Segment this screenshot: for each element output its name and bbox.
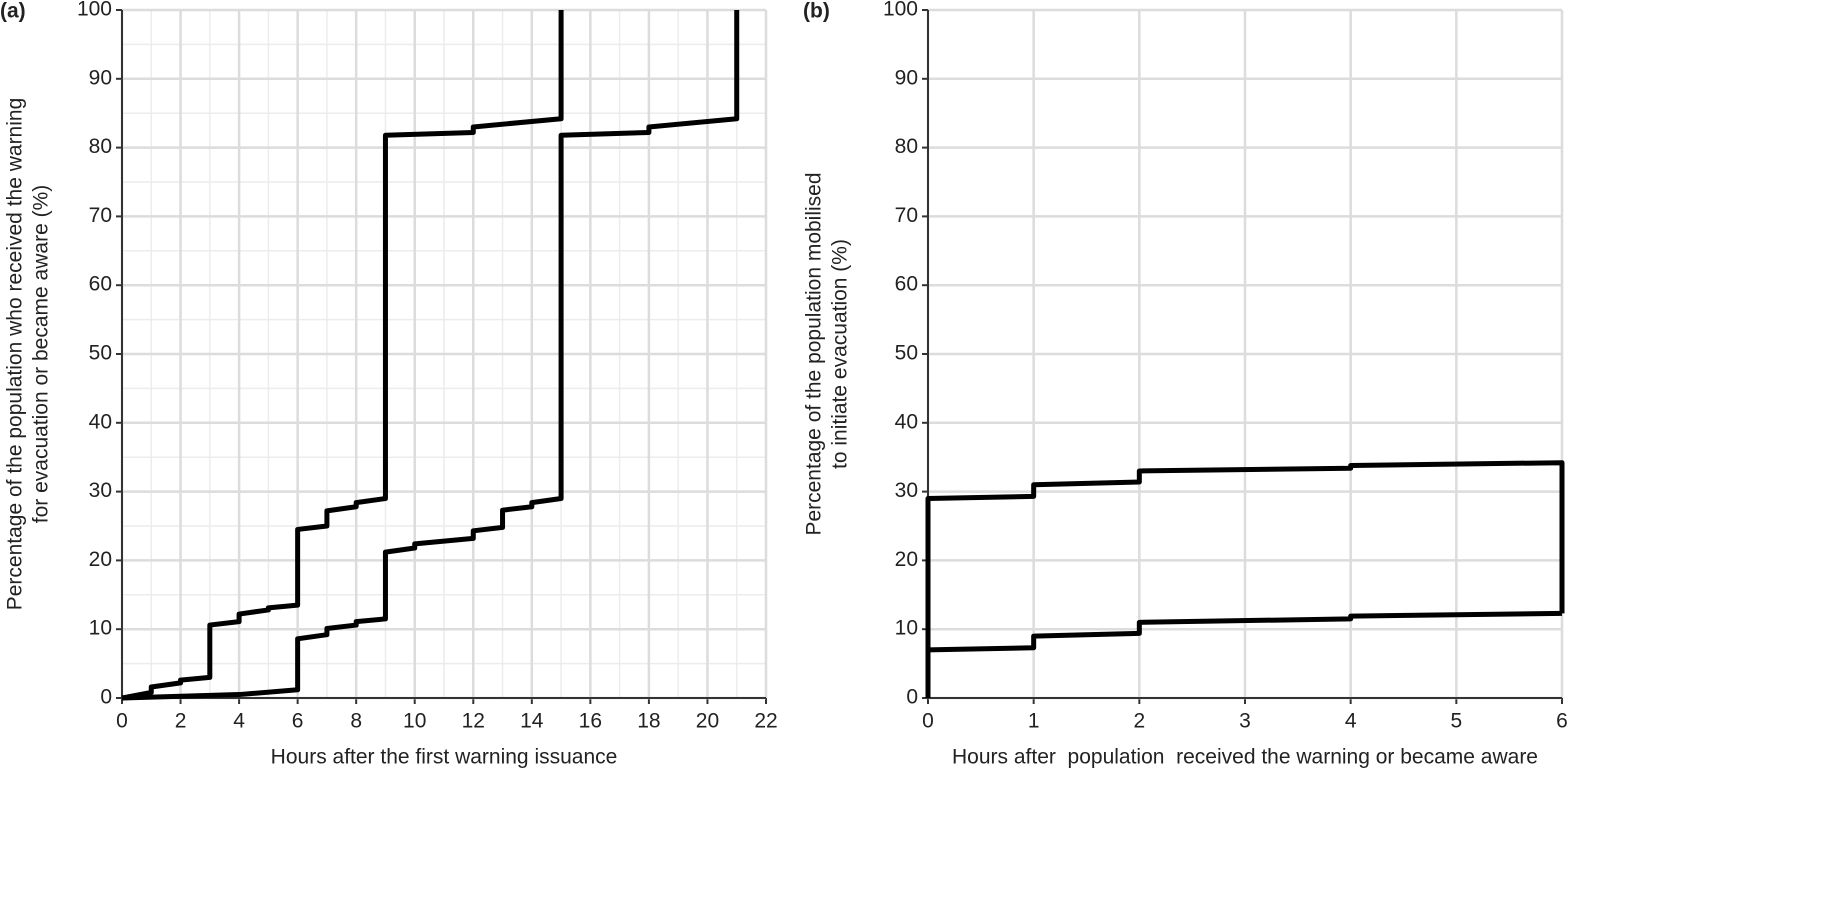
- y-tick-label: 30: [895, 479, 918, 502]
- x-tick-label: 3: [1239, 710, 1251, 733]
- y-tick-label: 60: [89, 273, 112, 296]
- x-tick-label: 10: [403, 710, 426, 733]
- x-tick-label: 14: [520, 710, 544, 733]
- x-tick-label: 6: [1556, 710, 1568, 733]
- y-axis-title: Percentage of the population mobilised: [803, 172, 826, 535]
- y-tick-label: 80: [89, 135, 112, 158]
- y-tick-label: 70: [89, 204, 112, 227]
- y-tick-label: 10: [895, 617, 918, 640]
- y-tick-label: 80: [895, 135, 918, 158]
- x-tick-label: 5: [1450, 710, 1462, 733]
- x-tick-label: 22: [754, 710, 777, 733]
- y-tick-label: 100: [77, 0, 112, 21]
- y-tick-label: 90: [89, 66, 112, 89]
- y-axis-title: Percentage of the population who receive…: [4, 98, 27, 611]
- y-tick-label: 100: [883, 0, 918, 21]
- y-axis-title: to initiate evacuation (%): [829, 239, 852, 469]
- x-axis-title: Hours after the first warning issuance: [271, 746, 618, 769]
- y-tick-label: 50: [895, 342, 918, 365]
- panel-tag: (a): [0, 0, 26, 23]
- panel: 0 2 4 6 8 10 12 14 16 18 20 22 0 10 20 30 40 50 60 70 80 90 10…: [0, 0, 778, 769]
- data-line: [121, 10, 740, 701]
- y-tick-label: 10: [89, 617, 112, 640]
- y-tick-label: 40: [895, 410, 918, 433]
- x-tick-label: 0: [922, 710, 934, 733]
- y-tick-label: 40: [89, 410, 112, 433]
- y-tick-label: 60: [895, 273, 918, 296]
- data-line: [925, 610, 1563, 698]
- x-tick-label: 4: [233, 710, 245, 733]
- panel-tag: (b): [803, 0, 830, 23]
- data-line: [121, 10, 564, 701]
- x-tick-label: 4: [1345, 710, 1357, 733]
- y-tick-label: 30: [89, 479, 112, 502]
- x-axis-title: Hours after population received the warn…: [952, 746, 1538, 769]
- y-tick-label: 0: [100, 686, 112, 709]
- x-tick-label: 18: [637, 710, 660, 733]
- x-tick-label: 0: [116, 710, 128, 733]
- y-tick-label: 20: [895, 548, 918, 571]
- y-tick-label: 0: [906, 686, 918, 709]
- x-tick-label: 1: [1028, 710, 1040, 733]
- x-tick-label: 2: [1133, 710, 1145, 733]
- y-tick-label: 50: [89, 342, 112, 365]
- x-tick-label: 8: [350, 710, 362, 733]
- x-tick-label: 2: [175, 710, 187, 733]
- x-tick-label: 20: [696, 710, 719, 733]
- data-line: [925, 460, 1565, 698]
- y-axis-title: for evacuation or became aware (%): [30, 185, 53, 524]
- y-tick-label: 20: [89, 548, 112, 571]
- x-tick-label: 16: [579, 710, 602, 733]
- y-tick-label: 70: [895, 204, 918, 227]
- y-tick-label: 90: [895, 66, 918, 89]
- x-tick-label: 6: [292, 710, 304, 733]
- x-tick-label: 12: [462, 710, 485, 733]
